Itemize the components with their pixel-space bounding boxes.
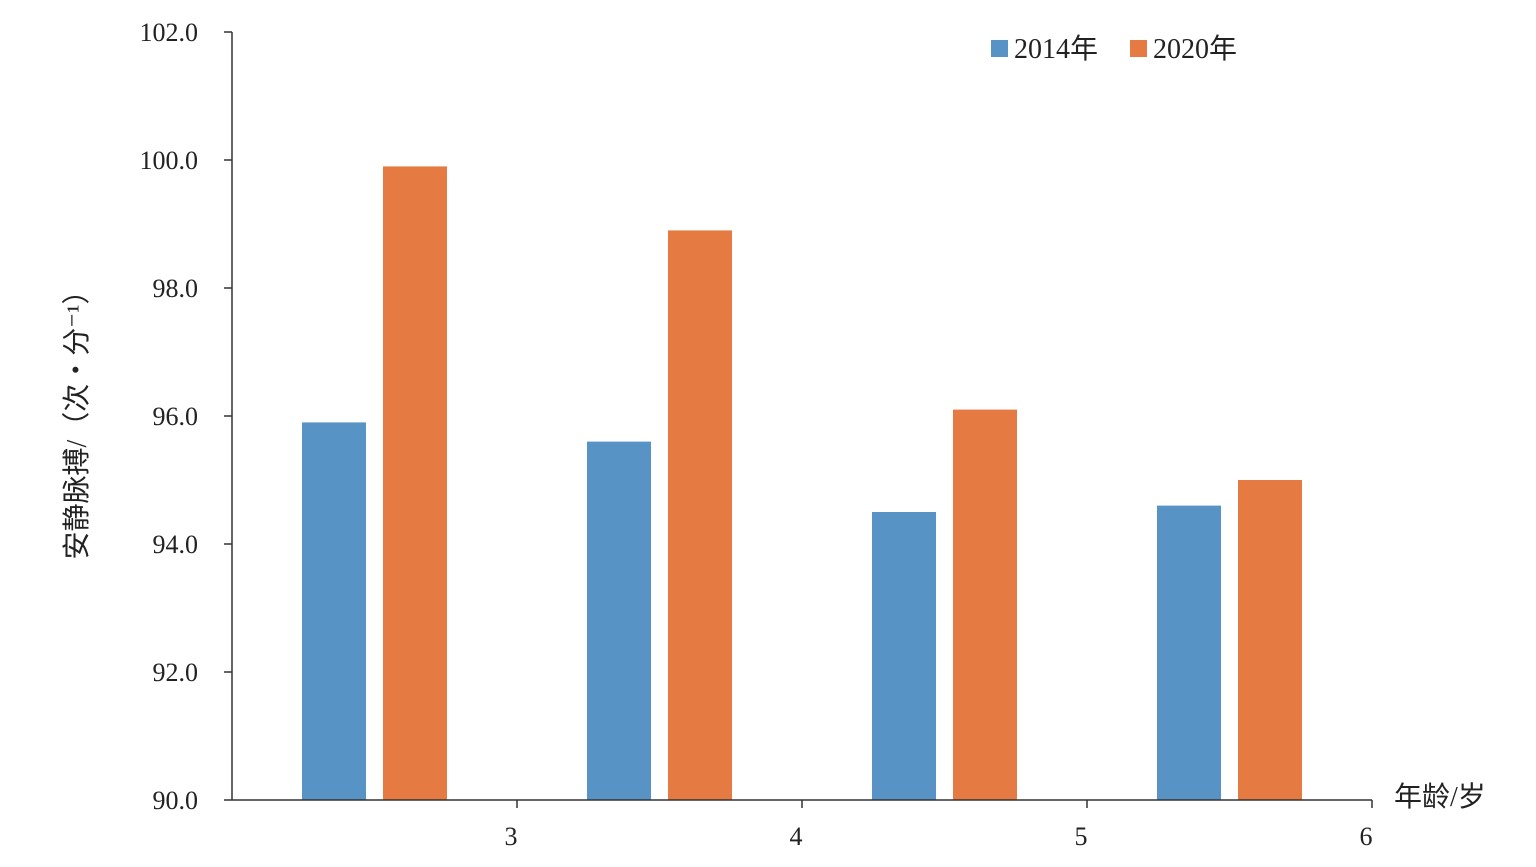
x-axis-label: 年龄/岁 <box>1394 781 1486 813</box>
bar-2014-6 <box>1157 505 1221 800</box>
x-tick-label: 3 <box>505 822 518 851</box>
x-tick-label: 4 <box>790 822 803 851</box>
x-tick-label: 6 <box>1360 822 1373 851</box>
y-tick-label: 92.0 <box>153 658 199 687</box>
x-ticks-group: 3 4 5 6 <box>505 800 1373 851</box>
bar-2020-6 <box>1238 480 1302 800</box>
y-ticks-group: 90.0 92.0 94.0 96.0 98.0 100.0 102.0 <box>140 18 232 815</box>
y-tick-label: 100.0 <box>140 146 199 175</box>
y-tick-label: 98.0 <box>153 274 199 303</box>
y-tick-label: 90.0 <box>153 786 199 815</box>
y-tick-label: 94.0 <box>153 530 199 559</box>
legend-swatch-2014 <box>991 40 1008 57</box>
x-tick-label: 5 <box>1075 822 1088 851</box>
legend: 2014年 2020年 <box>991 33 1237 65</box>
bar-2020-5 <box>953 409 1017 800</box>
bars-group <box>302 166 1302 800</box>
bar-2014-5 <box>872 512 936 800</box>
y-tick-label: 102.0 <box>140 18 199 47</box>
bar-2014-4 <box>587 441 651 800</box>
bar-2020-4 <box>668 230 732 800</box>
y-axis-label: 安静脉搏/（次・分⁻¹） <box>61 277 93 560</box>
legend-label-2020: 2020年 <box>1153 33 1237 65</box>
legend-label-2014: 2014年 <box>1014 33 1098 65</box>
legend-swatch-2020 <box>1130 40 1147 57</box>
bar-2020-3 <box>383 166 447 800</box>
y-tick-label: 96.0 <box>153 402 199 431</box>
bar-2014-3 <box>302 422 366 800</box>
